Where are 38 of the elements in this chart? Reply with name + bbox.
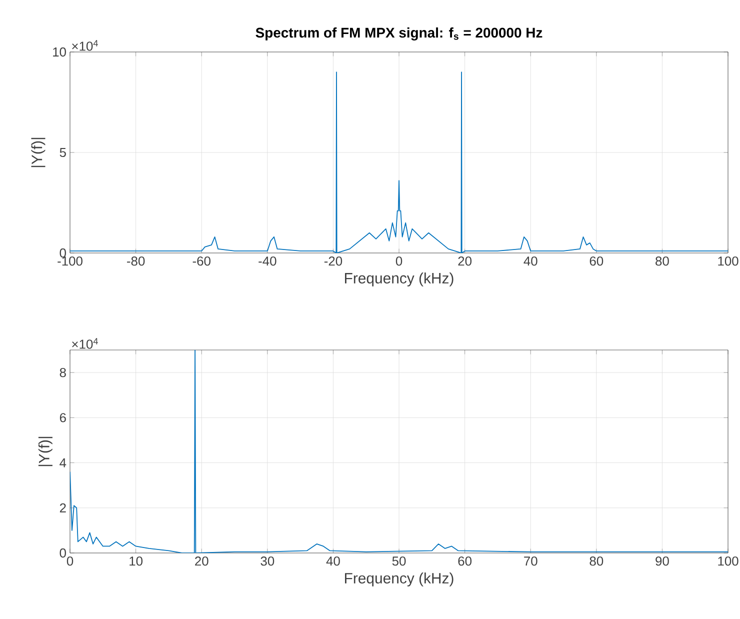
x-tick-label: 100 [718, 256, 738, 266]
text: ×10$^{4}$ [72, 40, 98, 51]
x-tick-label: 20 [458, 256, 472, 266]
y-axis-title: |Y(f)| [31, 138, 46, 168]
line-series [70, 350, 728, 553]
y-axis-title: |Y(f)| [38, 436, 52, 466]
y-tick-label: 4 [60, 458, 66, 468]
x-tick-label: 80 [656, 256, 669, 266]
x-tick-label: 40 [326, 556, 340, 566]
x-tick-label: -60 [192, 256, 210, 266]
y-tick-label: 8 [60, 368, 66, 378]
x-tick-label: 60 [590, 256, 604, 266]
chart-title: Spectrum of FM MPX signal: f$_{s}$ = 200000 Hz [256, 27, 542, 40]
x-axis-title: Frequency (kHz) [345, 272, 454, 286]
x-tick-label: 60 [458, 556, 472, 566]
x-tick-label: -100 [58, 256, 82, 266]
x-tick-label: 10 [130, 556, 143, 566]
y-tick-label: 2 [60, 503, 66, 512]
x-tick-label: -40 [258, 256, 276, 266]
x-tick-label: 70 [524, 556, 538, 566]
x-tick-label: 20 [195, 556, 208, 566]
text: ×10$^{4}$ [72, 338, 98, 349]
y-tick-label: 0 [60, 248, 66, 258]
y-tick-label: 0 [60, 548, 66, 558]
x-tick-label: 0 [66, 556, 74, 566]
x-tick-label: 40 [524, 256, 538, 266]
y-tick-label: 5 [60, 148, 66, 157]
y-tick-label: 10 [53, 47, 66, 57]
x-axis-title: Frequency (kHz) [345, 572, 454, 586]
x-tick-label: 80 [590, 556, 604, 566]
x-tick-label: 0 [396, 256, 402, 266]
x-tick-label: 30 [260, 556, 274, 566]
x-tick-label: -20 [324, 256, 342, 266]
y-tick-label: 6 [60, 413, 66, 422]
x-tick-label: 50 [392, 556, 406, 566]
x-tick-label: 90 [656, 556, 669, 566]
x-tick-label: 100 [718, 556, 738, 566]
x-tick-label: -80 [127, 256, 145, 266]
